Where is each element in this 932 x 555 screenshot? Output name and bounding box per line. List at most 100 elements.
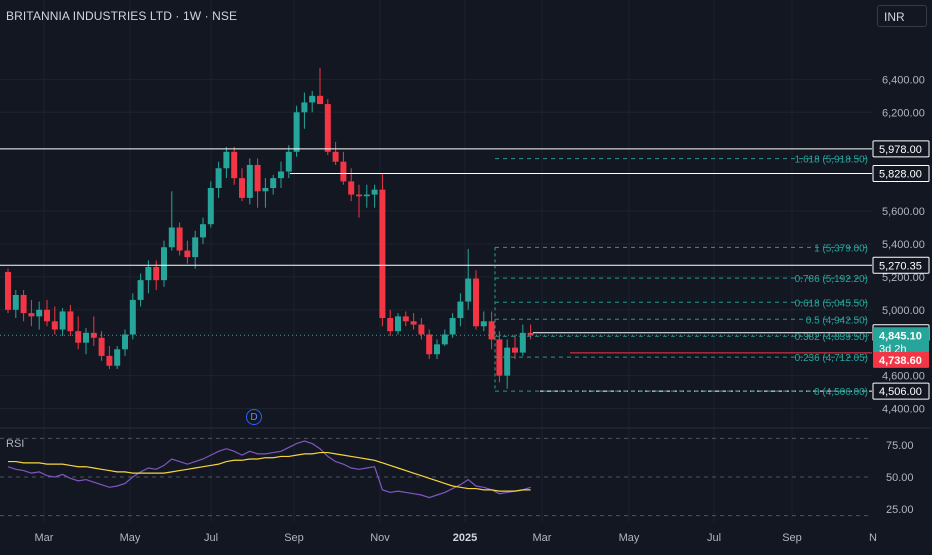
candle-body — [512, 347, 518, 353]
time-axis-label: Mar — [35, 532, 54, 544]
candle-body — [114, 349, 121, 366]
candle-body — [215, 168, 222, 188]
candle-body — [434, 344, 440, 355]
candle-body — [410, 321, 417, 325]
candle-body — [75, 331, 82, 343]
price-tick-label: 4,600.00 — [882, 371, 925, 383]
candle-body — [137, 280, 144, 300]
candle-body — [262, 188, 269, 192]
candle-body — [83, 332, 89, 343]
current-price-box — [873, 327, 929, 357]
candle-body — [332, 151, 339, 162]
candle-body — [371, 189, 378, 195]
candle-body — [488, 321, 495, 340]
price-tick-label: 6,200.00 — [882, 107, 925, 119]
candle-body — [129, 299, 136, 335]
candle-body — [270, 178, 277, 188]
candle-body — [426, 334, 433, 355]
level-price-label: 5,978.00 — [879, 144, 922, 156]
time-axis-label: Mar — [533, 532, 552, 544]
price-tick-label: 4,400.00 — [882, 404, 925, 416]
candle-body — [254, 164, 261, 192]
candle-body — [28, 313, 35, 317]
currency-button[interactable]: INR — [877, 5, 927, 27]
candle-body — [387, 318, 394, 332]
time-axis-label: May — [619, 532, 640, 544]
candle-body — [207, 188, 214, 225]
candle-body — [348, 181, 355, 195]
rsi-indicator-label[interactable]: RSI — [6, 438, 25, 450]
candle-body — [59, 311, 66, 330]
candle-body — [317, 95, 323, 105]
candle-body — [340, 161, 347, 182]
price-tick-label: 6,400.00 — [882, 74, 925, 86]
candle-body — [239, 178, 245, 198]
candle-body — [192, 237, 199, 258]
candle-body — [418, 324, 425, 335]
fib-level-label: 1.618 (5,918.50) — [795, 155, 868, 166]
candle-body — [90, 332, 97, 338]
fib-level-label: 0.786 (5,192.20) — [795, 274, 868, 285]
candle-body — [51, 321, 58, 330]
rsi-tick-label: 75.00 — [886, 440, 914, 452]
candle-body — [246, 164, 253, 198]
price-tick-label: 5,200.00 — [882, 272, 925, 284]
time-axis-label: 2025 — [453, 532, 477, 544]
candle-body — [67, 311, 74, 332]
candle-body — [184, 250, 191, 258]
price-tick-label: 5,400.00 — [882, 239, 925, 251]
candle-body — [441, 334, 448, 345]
fib-level-label: 0.382 (4,839.50) — [795, 332, 868, 343]
candle-body — [161, 247, 167, 281]
candle-body — [379, 189, 386, 319]
candle-body — [309, 95, 316, 103]
candle-body — [285, 151, 292, 172]
level-price-box — [872, 140, 930, 158]
fib-level-label: 1 (5,379.00) — [814, 243, 868, 254]
candle-body — [395, 316, 401, 332]
time-axis-label: Sep — [782, 532, 802, 544]
candle-body — [44, 309, 50, 322]
candle-body — [301, 102, 308, 113]
fib-level-label: 0 (4,506.00) — [814, 387, 868, 398]
rsi-line — [7, 440, 531, 499]
symbol-title: BRITANNIA INDUSTRIES LTD · 1W · NSE — [6, 9, 238, 23]
support-price-label: 4,738.60 — [879, 355, 922, 367]
fib-level-label: 0.618 (5,045.50) — [795, 298, 868, 309]
price-tick-label: 5,600.00 — [882, 206, 925, 218]
candle-body — [168, 227, 175, 248]
candle-body — [153, 267, 160, 281]
fib-level-label: 0.236 (4,712.05) — [795, 353, 868, 364]
time-axis-label: May — [120, 532, 141, 544]
fib-level-label: 0.5 (4,942.50) — [806, 315, 868, 326]
price-tick-label: 5,000.00 — [882, 305, 925, 317]
rsi-tick-label: 25.00 — [886, 504, 914, 516]
candle-body — [200, 224, 206, 238]
level-price-label: 5,270.35 — [879, 260, 922, 272]
candle-body — [293, 112, 300, 152]
candle-body — [12, 294, 19, 310]
candle-body — [465, 278, 472, 302]
time-axis-label: Sep — [284, 532, 304, 544]
candle-body — [527, 332, 534, 336]
support-price-box — [873, 351, 929, 368]
level-price-label: 4,506.00 — [879, 386, 922, 398]
candle-body — [457, 301, 464, 319]
time-axis-label: N — [869, 532, 877, 544]
candle-body — [231, 151, 238, 179]
candle-body — [122, 334, 128, 350]
candle-body — [278, 171, 284, 179]
time-axis-label: Nov — [370, 532, 390, 544]
dividend-marker-icon[interactable]: D — [246, 409, 262, 425]
level-price-box — [872, 382, 930, 400]
candle-body — [106, 355, 113, 366]
current-price-label: 4,845.10 — [879, 330, 922, 342]
level-price-box — [872, 165, 930, 183]
candle-body — [5, 271, 11, 310]
rsi-ma-line — [8, 451, 531, 492]
candle-body — [98, 337, 105, 356]
candle-body — [480, 321, 487, 327]
candle-body — [223, 151, 230, 169]
